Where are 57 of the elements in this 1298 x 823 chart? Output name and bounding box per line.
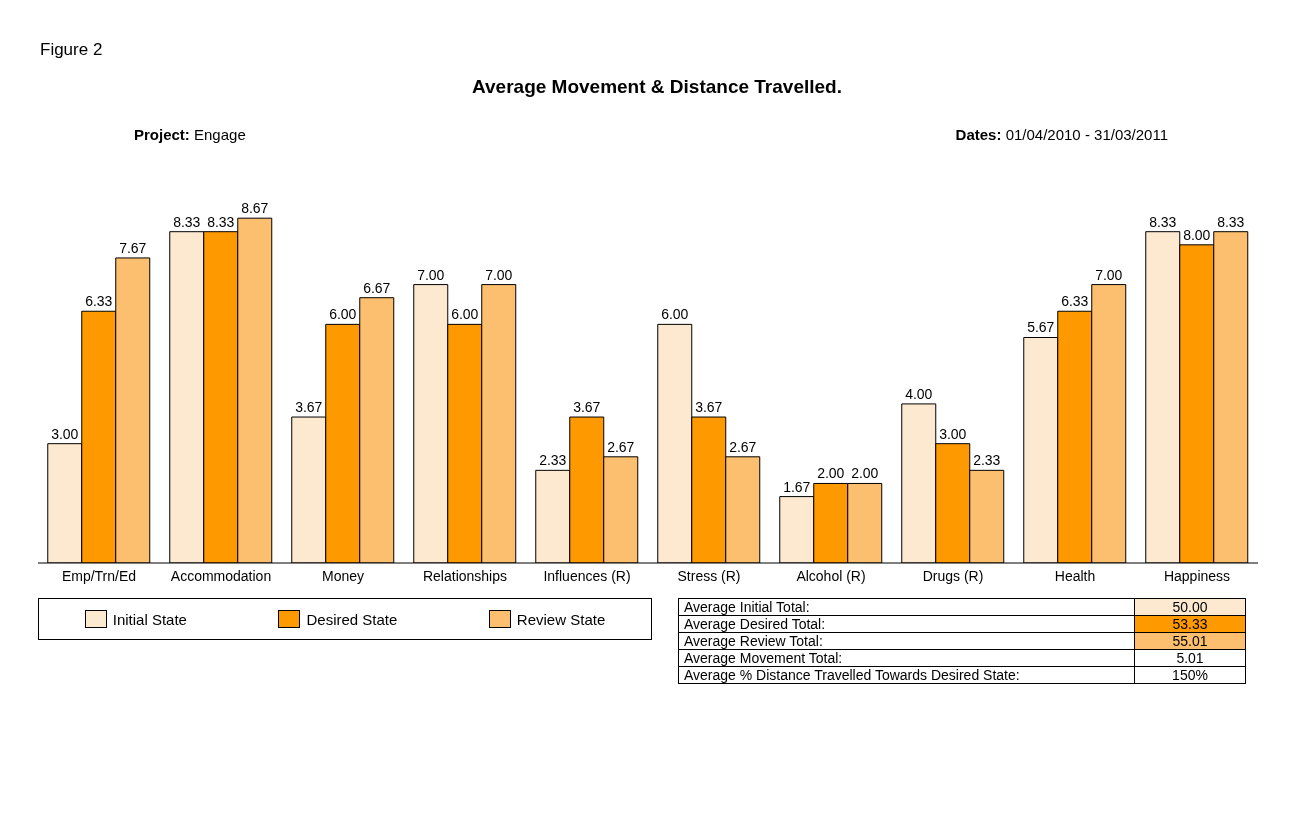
data-label: 3.67: [573, 399, 601, 416]
data-label: 1.67: [783, 478, 811, 495]
data-label: 8.67: [241, 200, 269, 217]
data-label: 5.67: [1027, 319, 1055, 336]
legend-label: Desired State: [305, 610, 398, 628]
data-label: 3.67: [295, 399, 323, 416]
text: 5.01: [1134, 649, 1246, 667]
x-tick-label: Emp/Trn/Ed: [61, 567, 137, 584]
data-label: 2.67: [729, 438, 757, 455]
data-label: 8.00: [1183, 226, 1211, 243]
data-label: 3.00: [939, 425, 967, 442]
data-label: 6.00: [451, 306, 479, 323]
data-label: 7.00: [1095, 266, 1123, 283]
x-tick-label: Relationships: [422, 567, 508, 584]
text: 150%: [1134, 666, 1246, 684]
data-label: 2.67: [607, 438, 635, 455]
text: Average Movement Total:: [678, 649, 1135, 667]
x-tick-label: Happiness: [1163, 567, 1231, 584]
text: Average Initial Total:: [678, 598, 1135, 616]
x-tick-label: Money: [321, 567, 365, 584]
data-label: 7.00: [417, 266, 445, 283]
text: Dates: 01/04/2010 - 31/03/2011: [955, 126, 1168, 143]
data-label: 6.00: [661, 306, 689, 323]
text: 53.33: [1134, 615, 1246, 633]
legend-label: Initial State: [111, 610, 187, 628]
x-tick-label: Drugs (R): [922, 567, 984, 584]
data-label: 8.33: [207, 213, 235, 230]
legend-label: Review State: [515, 610, 606, 628]
data-label: 6.33: [1061, 293, 1089, 310]
text: Average Desired Total:: [678, 615, 1135, 633]
data-label: 8.33: [1149, 213, 1177, 230]
x-tick-label: Health: [1054, 567, 1096, 584]
chart-subtitle: Project: Engage: [134, 126, 246, 143]
data-label: 6.00: [329, 306, 357, 323]
data-label: 3.00: [51, 425, 79, 442]
caption: Figure 2: [40, 40, 103, 60]
text: Average % Distance Travelled Towards Desired State:: [678, 666, 1135, 684]
text: 50.00: [1134, 598, 1246, 616]
x-tick-label: Influences (R): [543, 567, 631, 584]
data-label: 4.00: [905, 385, 933, 402]
data-label: 7.67: [119, 239, 147, 256]
text: Average Review Total:: [678, 632, 1135, 650]
x-tick-label: Stress (R): [677, 567, 741, 584]
chart-title: Average Movement & Distance Travelled.: [471, 76, 843, 98]
data-label: 2.00: [817, 465, 845, 482]
x-tick-label: Alcohol (R): [796, 567, 866, 584]
data-label: 6.67: [363, 279, 391, 296]
x-tick-label: Accommodation: [170, 567, 272, 584]
text: 55.01: [1134, 632, 1246, 650]
data-label: 2.00: [851, 465, 879, 482]
data-label: 7.00: [485, 266, 513, 283]
data-label: 6.33: [85, 293, 113, 310]
data-label: 2.33: [539, 452, 567, 469]
data-label: 8.33: [173, 213, 201, 230]
data-label: 8.33: [1217, 213, 1245, 230]
data-label: 3.67: [695, 399, 723, 416]
data-label: 2.33: [973, 452, 1001, 469]
